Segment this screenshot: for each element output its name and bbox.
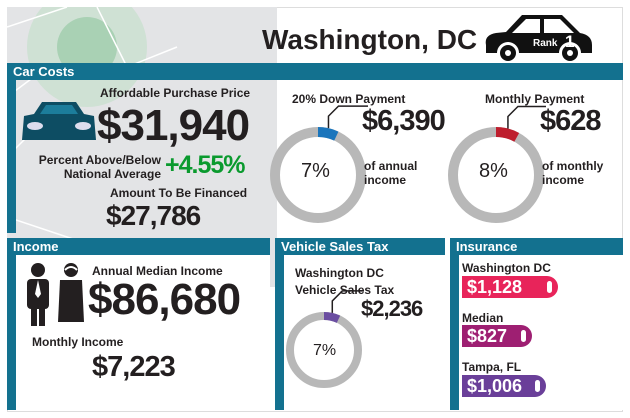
car-costs-side-bar <box>7 80 16 233</box>
percent-label-line1: Percent Above/Below <box>38 153 161 167</box>
donut-leader-line <box>331 290 364 313</box>
down-payment-note: of annual income <box>364 159 417 187</box>
down-payment-value: $6,390 <box>362 105 446 137</box>
down-payment-donut <box>270 105 368 223</box>
annual-income-value: $86,680 <box>88 275 241 324</box>
bar-end-marker <box>521 330 526 342</box>
percent-label-line2: National Average <box>63 167 161 181</box>
insurance-value: $827 <box>467 326 508 346</box>
rank-value: 1 <box>565 32 575 51</box>
rank-label: Rank <box>533 38 558 49</box>
down-payment-label: 20% Down Payment <box>292 92 406 106</box>
financed-label: Amount To Be Financed <box>110 186 248 200</box>
label-line1: Washington DC <box>295 266 384 280</box>
monthly-payment-note: of monthly income <box>542 159 603 187</box>
map-illustration <box>6 0 178 258</box>
sales-tax-side-bar <box>275 255 284 410</box>
percent-value: +4.55% <box>165 151 245 179</box>
sales-tax-donut <box>286 290 364 388</box>
monthly-payment-value: $628 <box>540 105 602 137</box>
note-line2: income <box>542 173 585 187</box>
insurance-bar: $1,006 <box>462 375 546 397</box>
donut-leader-line <box>507 105 546 129</box>
label-line2: Vehicle Sales Tax <box>295 283 395 297</box>
monthly-income-value: $7,223 <box>92 351 176 383</box>
annual-income-label: Annual Median Income <box>92 264 223 278</box>
monthly-payment-label: Monthly Payment <box>485 92 585 106</box>
income-side-bar <box>7 255 16 410</box>
bar-end-marker <box>547 281 552 293</box>
down-payment-percent: 7% <box>301 160 330 182</box>
insurance-label: Tampa, FL <box>462 360 522 374</box>
percent-label: Percent Above/Below National Average <box>26 153 161 181</box>
insurance-label: Median <box>462 311 504 325</box>
sales-tax-percent: 7% <box>313 342 337 359</box>
bar-end-marker <box>535 380 540 392</box>
donut-segment <box>286 312 362 388</box>
donut-segment <box>448 127 544 223</box>
purchase-price-value: $31,940 <box>97 101 250 150</box>
monthly-income-label: Monthly Income <box>32 335 124 349</box>
income-panel <box>7 238 270 410</box>
insurance-bar: $827 <box>462 325 532 347</box>
insurance-label: Washington DC <box>462 261 551 275</box>
city-title: Washington, DC <box>262 24 478 55</box>
car-front-icon <box>22 102 96 140</box>
monthly-payment-donut <box>448 105 546 223</box>
insurance-value: $1,128 <box>467 277 523 297</box>
sales-tax-header: Vehicle Sales Tax <box>275 238 445 255</box>
note-line1: of annual <box>364 159 418 173</box>
insurance-value: $1,006 <box>467 376 523 396</box>
financed-value: $27,786 <box>106 200 201 231</box>
note-line1: of monthly <box>542 159 604 173</box>
car-costs-header: Car Costs <box>7 63 623 80</box>
insurance-header: Insurance <box>450 238 623 255</box>
monthly-payment-percent: 8% <box>479 160 508 182</box>
insurance-side-bar <box>450 255 459 410</box>
purchase-price-label: Affordable Purchase Price <box>100 86 251 100</box>
donut-leader-line <box>327 105 368 129</box>
donut-segment <box>270 127 366 223</box>
insurance-bar: $1,128 <box>462 276 558 298</box>
people-icon <box>27 263 84 326</box>
sales-tax-label: Washington DC Vehicle Sales Tax <box>295 265 394 299</box>
note-line2: income <box>364 173 407 187</box>
income-header: Income <box>7 238 270 255</box>
car-rank-icon <box>485 15 592 64</box>
sales-tax-value: $2,236 <box>361 296 423 321</box>
